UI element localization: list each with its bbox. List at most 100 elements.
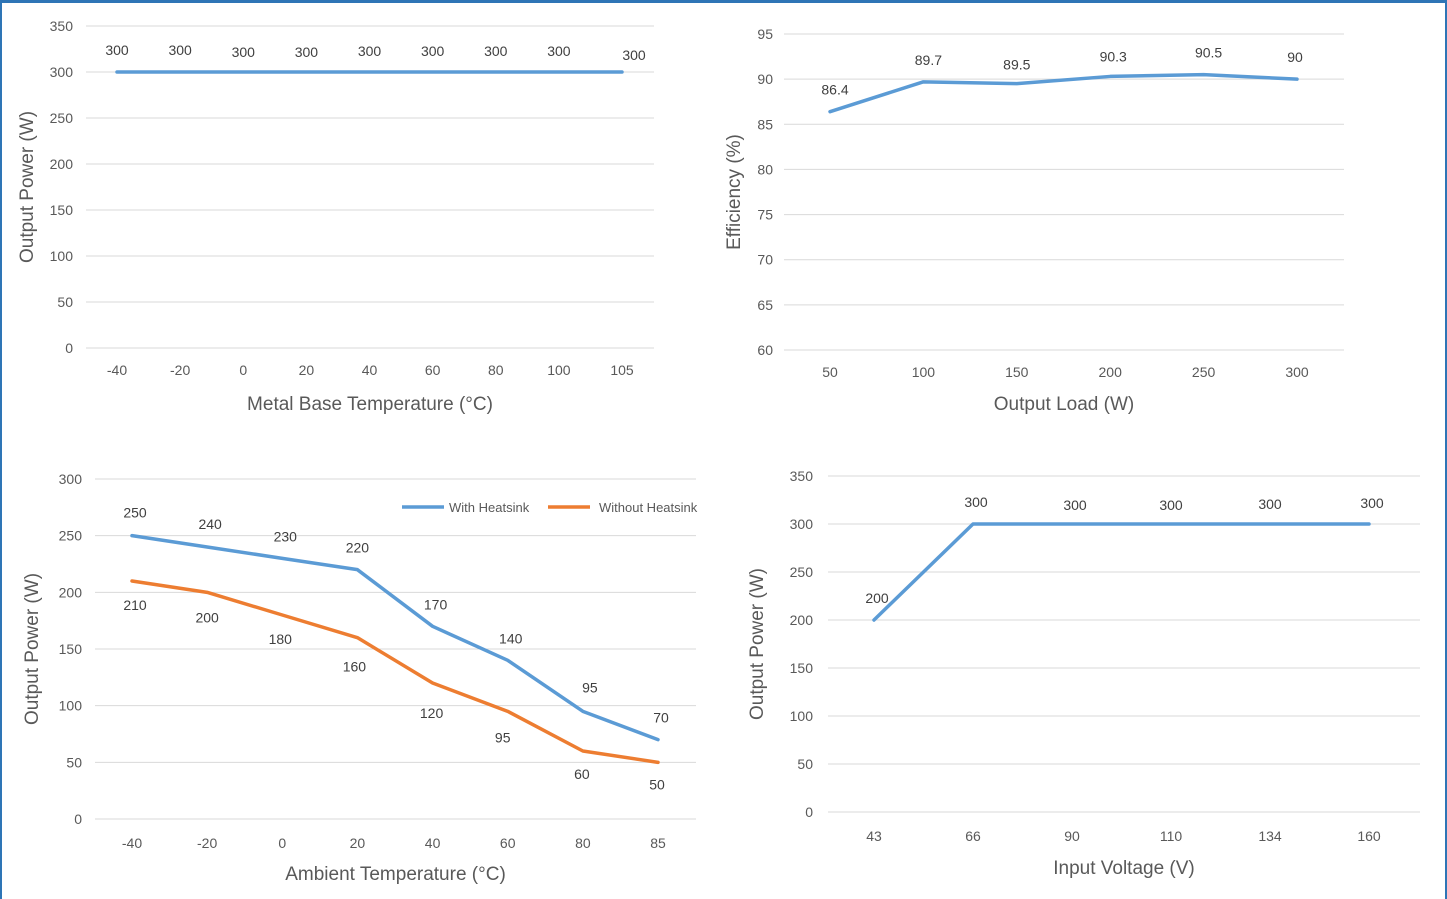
series-line [130,533,660,742]
x-tick-label: 40 [362,362,378,378]
data-label: 90 [1287,49,1303,65]
x-tick-label: 300 [1285,364,1309,380]
x-tick-label: 50 [822,364,838,380]
data-label: 90.5 [1195,45,1222,61]
data-label: 210 [123,597,147,613]
x-tick-label: 105 [610,362,634,378]
chart-4: 0 50 100 150 200 250 300 350 43 66 90 110 134 160 Inpu… [747,468,1420,879]
data-label: 250 [123,505,147,521]
y-axis-title: Output Power (W) [17,111,38,263]
data-label: 300 [964,494,988,510]
data-label: 300 [1258,496,1282,512]
x-tick-label: 0 [239,362,247,378]
x-tick-label: 85 [650,835,666,851]
chart-3: 0 50 100 150 200 250 300 -40 -20 0 20 40 60 80 85 Ambie… [22,471,698,885]
y-tick-label: 250 [50,110,74,126]
data-label: 220 [346,540,370,556]
data-label: 120 [420,705,444,721]
y-tick-label: 50 [797,756,813,772]
data-label: 300 [547,43,571,59]
data-label: 89.5 [1003,57,1030,73]
data-label: 70 [653,710,669,726]
y-tick-label: 65 [757,297,773,313]
y-tick-label: 85 [757,116,773,132]
data-label: 60 [574,766,590,782]
y-tick-label: 100 [790,708,814,724]
y-tick-label: 300 [59,471,83,487]
data-label: 200 [865,590,889,606]
x-tick-label: 60 [425,362,441,378]
data-label: 300 [1063,497,1087,513]
data-label: 90.3 [1100,48,1127,64]
data-label: 240 [198,516,222,532]
data-label: 95 [582,679,598,695]
data-label: 300 [421,43,445,59]
data-label: 230 [274,528,298,544]
y-tick-label: 0 [805,804,813,820]
y-tick-label: 0 [65,340,73,356]
data-label: 95 [495,729,511,745]
x-tick-label: 160 [1357,828,1381,844]
y-tick-label: 200 [50,156,74,172]
data-label: 300 [358,43,382,59]
data-label: 160 [343,659,367,675]
x-tick-label: -20 [197,835,217,851]
data-label: 89.7 [915,52,942,68]
data-label: 300 [295,44,319,60]
x-tick-label: -40 [107,362,127,378]
x-tick-label: 110 [1160,828,1183,844]
y-tick-label: 0 [74,811,82,827]
x-tick-label: 40 [425,835,441,851]
y-tick-label: 95 [757,26,773,42]
legend-label: Without Heatsink [599,500,698,515]
y-tick-label: 90 [757,71,773,87]
x-tick-label: -20 [170,362,190,378]
y-tick-label: 350 [790,468,814,484]
y-tick-label: 350 [50,18,74,34]
x-tick-label: 200 [1099,364,1123,380]
y-tick-label: 200 [59,584,83,600]
y-tick-label: 150 [50,202,74,218]
data-label: 200 [195,609,219,625]
y-tick-label: 70 [757,252,773,268]
x-axis-title: Metal Base Temperature (°C) [247,394,493,415]
x-tick-label: 0 [278,835,286,851]
y-tick-label: 50 [57,294,73,310]
y-tick-label: 250 [790,564,814,580]
legend-label: With Heatsink [449,500,530,515]
data-label: 300 [1159,497,1183,513]
x-tick-label: 100 [547,362,571,378]
y-tick-label: 75 [757,207,773,223]
data-label: 300 [168,42,192,58]
data-label: 300 [105,42,129,58]
y-tick-label: 50 [66,754,82,770]
y-axis-title: Efficiency (%) [724,134,745,250]
series-line [130,579,660,765]
y-tick-label: 300 [790,516,814,532]
x-tick-label: -40 [122,835,142,851]
x-tick-label: 66 [965,828,981,844]
series-line [872,522,1371,622]
data-label: 300 [232,44,256,60]
chart-2: 60 65 70 75 80 85 90 95 50 100 150 200 250 300 Output … [724,26,1344,415]
data-label: 300 [622,47,646,63]
y-tick-label: 250 [59,528,83,544]
y-tick-label: 100 [59,698,83,714]
data-label: 86.4 [821,82,848,98]
x-tick-label: 100 [912,364,936,380]
y-tick-label: 100 [50,248,74,264]
legend: With Heatsink Without Heatsink [402,500,698,515]
data-label: 50 [649,776,665,792]
y-axis-title: Output Power (W) [22,573,43,725]
x-tick-label: 250 [1192,364,1216,380]
data-label: 300 [1360,495,1384,511]
data-label: 180 [269,631,293,647]
y-tick-label: 200 [790,612,814,628]
y-axis-title: Output Power (W) [747,568,768,720]
x-axis-title: Output Load (W) [994,394,1134,415]
y-tick-label: 150 [790,660,814,676]
series-line [828,72,1299,114]
x-tick-label: 134 [1258,828,1282,844]
